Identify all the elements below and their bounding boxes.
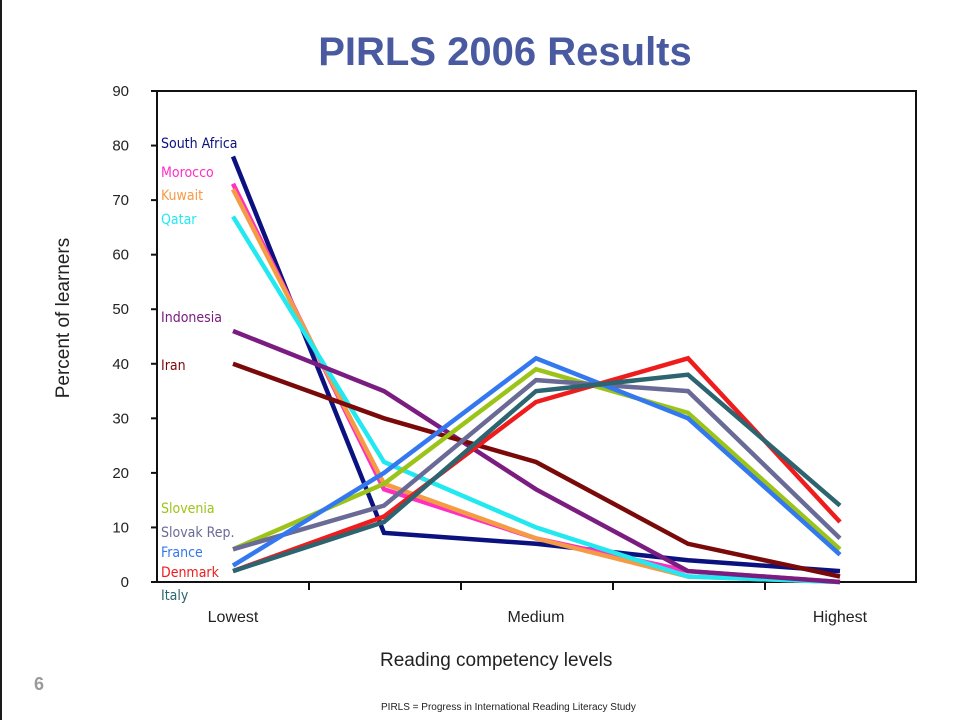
x-tick-label: Lowest: [208, 609, 259, 626]
series-line: [231, 215, 841, 585]
series-line: [232, 372, 842, 574]
series-line: [232, 377, 842, 552]
series-line: [231, 355, 842, 568]
y-tick-label: 10: [112, 519, 129, 536]
series-label: Slovenia: [161, 501, 215, 517]
x-axis-label: Reading competency levels: [380, 650, 613, 671]
y-tick-label: 90: [112, 83, 129, 100]
series-label: Qatar: [161, 212, 197, 228]
series-label: Slovak Rep.: [161, 525, 235, 541]
x-tick-label: Medium: [508, 609, 565, 626]
series-label: South Africa: [161, 136, 237, 152]
series-label: Denmark: [161, 565, 220, 581]
series-line: [232, 328, 841, 585]
y-tick-label: 30: [112, 410, 129, 427]
y-axis-ticks: 0 10 20 30 40 50 60 70 80 90: [112, 83, 157, 591]
chart-title: PIRLS 2006 Results: [318, 30, 692, 74]
series-line: [232, 361, 841, 579]
chart-axes: [156, 90, 917, 583]
y-tick-label: 40: [112, 356, 129, 373]
footnote: PIRLS = Progress in International Readin…: [381, 702, 636, 713]
series-label: France: [161, 545, 203, 561]
plot-area-border: [156, 90, 917, 583]
x-axis-ticks: Lowest Medium Highest: [208, 582, 868, 626]
y-tick-label: 0: [121, 574, 129, 591]
series-label: Iran: [161, 358, 186, 374]
series-label: Italy: [161, 588, 189, 604]
y-tick-label: 80: [112, 138, 129, 155]
series-line: [232, 355, 842, 574]
slide-left-border: [0, 0, 2, 720]
series-label: Morocco: [161, 165, 214, 181]
series-label: Indonesia: [161, 310, 222, 326]
y-tick-label: 60: [112, 247, 129, 264]
series-line: [230, 155, 841, 574]
series-lines: [230, 155, 842, 585]
y-tick-label: 50: [112, 301, 129, 318]
series-labels: South Africa Morocco Kuwait Qatar Indonesia I…: [161, 136, 237, 604]
series-label: Kuwait: [161, 188, 203, 204]
y-tick-label: 20: [112, 465, 129, 482]
x-tick-label: Highest: [813, 609, 868, 626]
y-tick-label: 70: [112, 192, 129, 209]
slide-number: 6: [34, 674, 45, 694]
